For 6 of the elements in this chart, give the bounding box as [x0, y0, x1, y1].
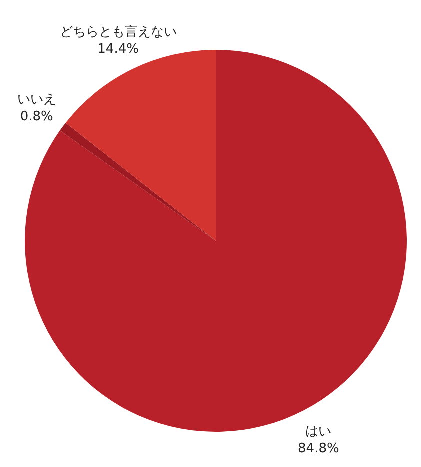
slice-label: いいえ [17, 92, 56, 108]
data-label: 14.4% [98, 42, 139, 58]
slice-label: はい [306, 424, 332, 440]
data-label: 84.8% [298, 441, 340, 456]
slice-label: どちらとも言えない [60, 24, 177, 40]
data-label: 0.8% [20, 109, 54, 124]
